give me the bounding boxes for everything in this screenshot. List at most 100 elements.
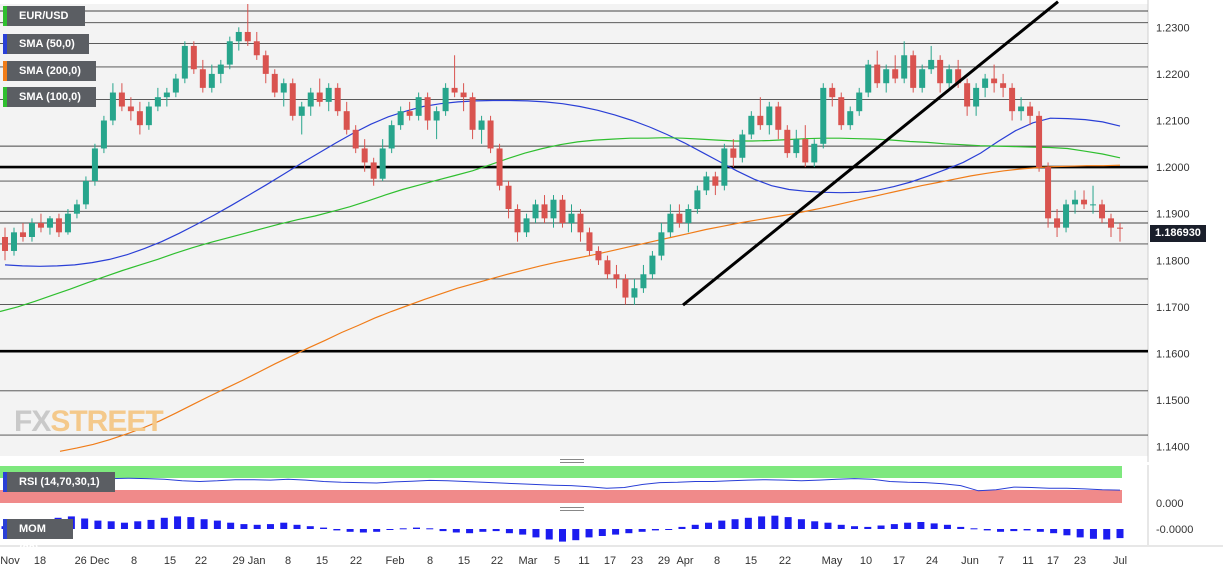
x-tick-label: 17 [604, 555, 616, 567]
candle-body [298, 106, 305, 116]
candle-body [523, 218, 530, 233]
candle-body [685, 209, 692, 224]
x-tick-label: 11 [578, 555, 589, 567]
x-tick-label: 8 [714, 555, 720, 567]
y-tick-label: 1.1400 [1156, 442, 1190, 454]
candle-body [973, 87, 980, 107]
candle-body [46, 218, 53, 228]
candle-body [37, 223, 44, 228]
candle-body [145, 106, 152, 126]
candle-body [181, 45, 188, 79]
mom-bar [598, 529, 606, 536]
mom-bar [439, 529, 447, 532]
mom-tick: -0.0000 [1156, 524, 1193, 536]
mom-bar [293, 524, 301, 529]
sma200-legend: SMA (200,0) [3, 61, 96, 81]
candle-body [307, 92, 314, 107]
x-tick-label: 15 [745, 555, 757, 567]
x-tick-label: 23 [631, 555, 643, 567]
candle-body [100, 120, 107, 149]
candle-body [919, 69, 926, 88]
mom-bar [505, 529, 513, 534]
rsi-line [4, 477, 1121, 492]
candle-body [802, 139, 809, 163]
candle-body [289, 83, 296, 116]
mom-bar [174, 516, 182, 529]
mom-bar [1036, 529, 1044, 532]
mom-bar [253, 524, 261, 529]
rsi-overbought-band [0, 466, 1122, 478]
candle-body [280, 83, 287, 93]
mom-bar [532, 529, 540, 538]
candle-body [433, 111, 440, 121]
mom-bar [718, 520, 726, 529]
y-tick-label: 1.1600 [1156, 348, 1190, 360]
mom-bar [492, 529, 500, 532]
x-tick-label: 22 [195, 555, 207, 567]
y-tick-label: 1.1700 [1156, 302, 1190, 314]
x-tick-label: 15 [316, 555, 328, 567]
candle-body [1009, 87, 1016, 112]
candle-body [856, 92, 863, 112]
x-tick-label: 26 Dec [75, 555, 110, 567]
candle-body [1036, 115, 1043, 168]
mom-bar [147, 519, 155, 529]
candle-body [1072, 199, 1079, 205]
x-tick-label: Feb [386, 555, 405, 567]
sma50-legend: SMA (50,0) [3, 34, 89, 54]
sma100-legend: SMA (100,0) [3, 87, 96, 107]
candle-body [1027, 106, 1034, 116]
candle-body [712, 176, 719, 186]
candle-body [937, 59, 944, 84]
candle-body [2, 236, 8, 251]
candle-body [91, 148, 98, 182]
candle-body [316, 92, 323, 102]
candle-body [82, 181, 89, 205]
mom-bar [864, 526, 872, 529]
x-tick-label: 7 [998, 555, 1004, 567]
mom-bar [625, 529, 633, 534]
candle-body [73, 204, 80, 214]
candle-body [127, 106, 134, 112]
candle-body [649, 255, 656, 275]
candle-body [883, 69, 890, 84]
candle-body [892, 69, 899, 79]
candle-body [397, 111, 404, 126]
x-tick-label: 5 [554, 555, 560, 567]
candle-body [541, 204, 548, 219]
plot-area [0, 4, 1148, 456]
mom-bar [1010, 529, 1018, 532]
fxstreet-logo: FXSTREET [14, 405, 164, 438]
x-tick-label: 15 [458, 555, 470, 567]
candle-body [199, 69, 206, 88]
candle-body [721, 148, 728, 186]
candle-body [829, 87, 836, 98]
candle-body [550, 199, 557, 219]
mom-bar [758, 516, 766, 529]
candle-body [568, 213, 575, 224]
candle-body [55, 218, 62, 233]
mom-bar [1063, 529, 1071, 536]
y-tick-label: 1.1900 [1156, 209, 1190, 221]
candle-body [406, 111, 413, 116]
mom-bar [359, 529, 367, 533]
mom-bar [466, 529, 474, 534]
candle-body [865, 64, 872, 93]
mom-bar [346, 529, 354, 532]
mom-bar [851, 526, 859, 529]
candle-body [1045, 167, 1052, 219]
candle-body [136, 111, 143, 126]
mom-bar [572, 529, 580, 541]
candle-body [820, 87, 827, 144]
x-tick-label: 10 [860, 555, 872, 567]
sma-line-0 [4, 99, 1121, 267]
mom-bar [997, 529, 1005, 532]
x-tick-label: 18 [34, 555, 46, 567]
y-tick-label: 1.2300 [1156, 22, 1190, 34]
candle-body [793, 139, 800, 154]
candle-body [874, 64, 881, 84]
candle-body [334, 87, 341, 112]
mom-bar [120, 522, 128, 529]
